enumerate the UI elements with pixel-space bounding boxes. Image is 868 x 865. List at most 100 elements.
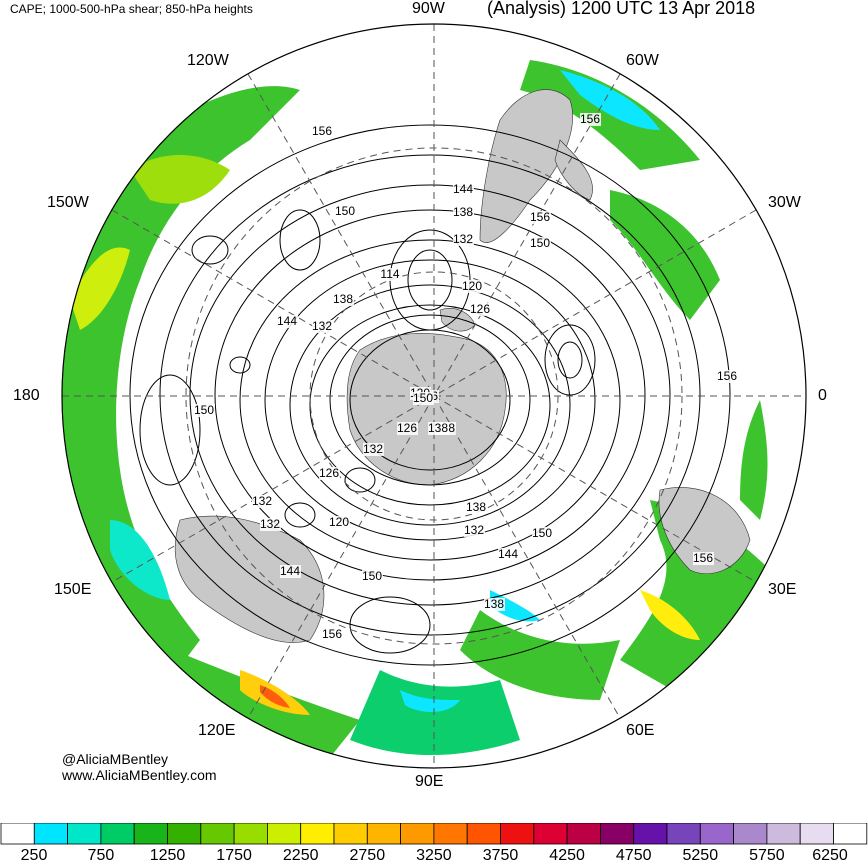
contour-label: 138 bbox=[466, 500, 486, 514]
contour-label-bg bbox=[693, 552, 714, 565]
contour-label: 150 bbox=[532, 526, 552, 540]
contour-label: 138 bbox=[333, 292, 353, 306]
contour-label: 126 bbox=[470, 302, 490, 316]
colorbar-tick-label: 2750 bbox=[349, 847, 386, 864]
lon-label-60e: 60E bbox=[626, 722, 655, 739]
contour-label-layer: 156 150 144 138 132 114 120 138 144 132 126 150 156 1… bbox=[194, 112, 738, 641]
contour-label-bg bbox=[530, 211, 551, 224]
lon-label-180: 180 bbox=[13, 387, 40, 404]
contour-label-bg bbox=[194, 404, 215, 417]
colorbar-box bbox=[633, 823, 668, 845]
colorbar-box bbox=[400, 823, 435, 845]
contour-label: 156 bbox=[530, 210, 550, 224]
contour-label-bg bbox=[470, 303, 491, 316]
contour-label: 156 bbox=[322, 627, 342, 641]
colorbar-tick-label: 1750 bbox=[216, 847, 252, 864]
colorbar-box bbox=[67, 823, 102, 845]
contour-label-bg bbox=[462, 280, 483, 293]
colorbar-box bbox=[699, 823, 734, 845]
colorbar-tick-label: 5250 bbox=[682, 847, 719, 864]
contour-label-bg bbox=[466, 501, 487, 514]
colorbar-box bbox=[766, 823, 801, 845]
contour-label: 126 bbox=[319, 466, 339, 480]
credit-handle: @AliciaMBentley bbox=[62, 751, 169, 767]
colorbar-box bbox=[833, 823, 868, 845]
cape-shading bbox=[62, 60, 770, 768]
lon-label-60w: 60W bbox=[626, 52, 659, 69]
colorbar-box bbox=[600, 823, 635, 845]
lon-label-120w: 120W bbox=[187, 52, 229, 69]
colorbar-tick-label: 6250 bbox=[812, 847, 848, 864]
contour-label: 138 bbox=[453, 205, 473, 219]
contour-label-bg bbox=[453, 206, 474, 219]
contour-label: 144 bbox=[277, 314, 297, 328]
contour-label-bg bbox=[498, 548, 519, 561]
colorbar-box bbox=[433, 823, 468, 845]
lon-label-150e: 150E bbox=[54, 581, 92, 598]
colorbar-box bbox=[666, 823, 701, 845]
lon-label-30w: 30W bbox=[768, 194, 801, 211]
contour-label-bg bbox=[484, 598, 505, 611]
contour-label-bg bbox=[464, 524, 485, 537]
colorbar-box bbox=[533, 823, 568, 845]
colorbar-box bbox=[333, 823, 368, 845]
colorbar-box bbox=[799, 823, 834, 845]
contour-label: 150 bbox=[530, 236, 550, 250]
contour-label-bg bbox=[363, 443, 384, 456]
contour-label-bg bbox=[312, 320, 333, 333]
colorbar-tick-label: 5750 bbox=[749, 847, 785, 864]
contour-label: 126 bbox=[397, 421, 417, 435]
land-masses bbox=[174, 89, 751, 643]
contour-label-bg bbox=[335, 205, 356, 218]
colorbar-box bbox=[200, 823, 235, 845]
colorbar-tick-label: 4250 bbox=[549, 847, 585, 864]
credit-website[interactable]: www.AliciaMBentley.com bbox=[62, 767, 217, 783]
colorbar-box bbox=[466, 823, 501, 845]
colorbar-box bbox=[167, 823, 202, 845]
contour-label-bg bbox=[453, 183, 474, 196]
contour-label: 156 bbox=[580, 112, 600, 126]
lon-label-90w: 90W bbox=[412, 0, 445, 17]
contour-label-bg bbox=[322, 628, 343, 641]
contour-label: 120 bbox=[462, 279, 482, 293]
contour-label: 144 bbox=[280, 564, 300, 578]
colorbar-boxes bbox=[0, 823, 868, 845]
map-disk bbox=[62, 24, 806, 768]
cape-colorbar bbox=[0, 823, 868, 845]
contour-label: 120 bbox=[329, 515, 349, 529]
contour-label: 150 bbox=[362, 569, 382, 583]
contour-label: 114 bbox=[380, 267, 399, 281]
contour-label-bg bbox=[312, 125, 333, 138]
contour-label-bg bbox=[397, 422, 418, 435]
contour-label-bg bbox=[252, 495, 273, 508]
contour-label: 144 bbox=[453, 182, 473, 196]
map-title: CAPE; 1000-500-hPa shear; 850-hPa height… bbox=[10, 2, 253, 16]
colorbar-box bbox=[100, 823, 135, 845]
contour-label: 138 bbox=[428, 421, 448, 435]
contour-label: 150 bbox=[194, 403, 214, 417]
colorbar-box bbox=[0, 823, 35, 845]
contour-label-bg bbox=[280, 565, 301, 578]
colorbar-box bbox=[266, 823, 302, 845]
colorbar-box bbox=[566, 823, 601, 845]
colorbar-tick-label: 3250 bbox=[416, 847, 452, 864]
contour-label: 156 bbox=[717, 369, 737, 383]
contour-label: 138 bbox=[484, 597, 504, 611]
colorbar-tick-label: 250 bbox=[20, 847, 48, 864]
height-contours bbox=[129, 124, 731, 666]
contour-label-bg bbox=[532, 527, 553, 540]
colorbar-box bbox=[33, 823, 68, 845]
colorbar-box bbox=[300, 823, 335, 845]
colorbar-tick-label: 2250 bbox=[282, 847, 319, 864]
colorbar-tick-label: 4750 bbox=[615, 847, 652, 864]
polar-map: 156 150 144 138 132 114 120 138 144 132 126 150 156 1… bbox=[61, 23, 807, 769]
lon-label-90e: 90E bbox=[415, 773, 444, 790]
contour-label-bg bbox=[530, 237, 551, 250]
contour-label-bg bbox=[260, 518, 281, 531]
contour-label: 132 bbox=[464, 523, 484, 537]
colorbar-box bbox=[133, 823, 168, 845]
contour-label: 132 bbox=[453, 232, 473, 246]
lon-label-120e: 120E bbox=[198, 722, 236, 739]
contour-label-bg bbox=[453, 233, 474, 246]
analysis-time: (Analysis) 1200 UTC 13 Apr 2018 bbox=[487, 0, 756, 18]
